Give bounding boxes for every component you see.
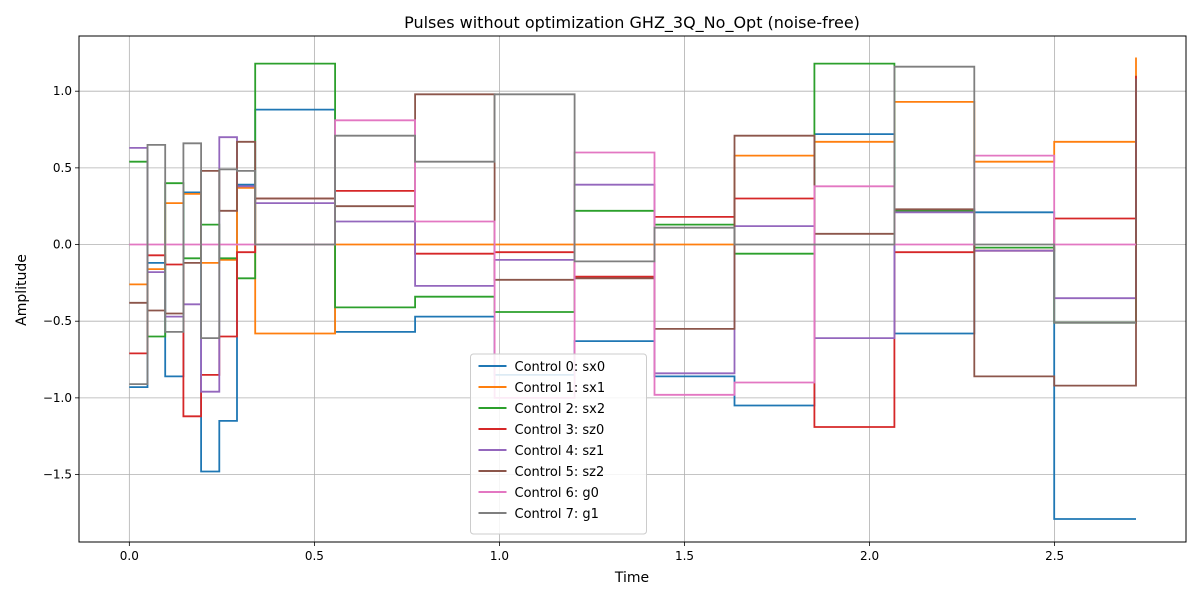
chart-title: Pulses without optimization GHZ_3Q_No_Op… <box>404 13 860 33</box>
legend-label: Control 5: sz2 <box>515 465 605 480</box>
legend-label: Control 3: sz0 <box>515 423 605 438</box>
legend-label: Control 0: sx0 <box>515 360 606 375</box>
x-tick-label: 0.0 <box>120 549 139 563</box>
y-axis-label: Amplitude <box>14 254 30 326</box>
ticks: 0.0 0.5 1.0 1.5 2.0 2.5 −1.5 −1.0 −0.5 0.0 0.5 1.0 <box>43 84 1064 563</box>
plot-frame <box>78 35 1187 543</box>
legend-label: Control 7: g1 <box>515 507 599 522</box>
legend-label: Control 2: sx2 <box>515 402 606 417</box>
legend-label: Control 6: g0 <box>515 486 599 501</box>
series-line-7 <box>129 65 1136 385</box>
legend-label: Control 1: sx1 <box>515 381 606 396</box>
y-tick-label: −1.0 <box>43 391 72 405</box>
x-axis-label: Time <box>614 570 649 586</box>
y-tick-label: 0.5 <box>53 161 72 175</box>
y-tick-label: 0.0 <box>53 238 72 252</box>
y-tick-label: −0.5 <box>43 314 72 328</box>
legend-label: Control 4: sz1 <box>515 444 605 459</box>
legend-box <box>470 353 647 535</box>
x-tick-label: 2.5 <box>1045 549 1064 563</box>
legend: Control 0: sx0 Control 1: sx1 Control 2: s… <box>470 353 647 535</box>
x-tick-label: 1.0 <box>490 549 509 563</box>
x-tick-label: 0.5 <box>305 549 324 563</box>
x-tick-label: 2.0 <box>860 549 879 563</box>
y-tick-label: −1.5 <box>43 468 72 482</box>
y-tick-label: 1.0 <box>53 84 72 98</box>
x-tick-label: 1.5 <box>675 549 694 563</box>
